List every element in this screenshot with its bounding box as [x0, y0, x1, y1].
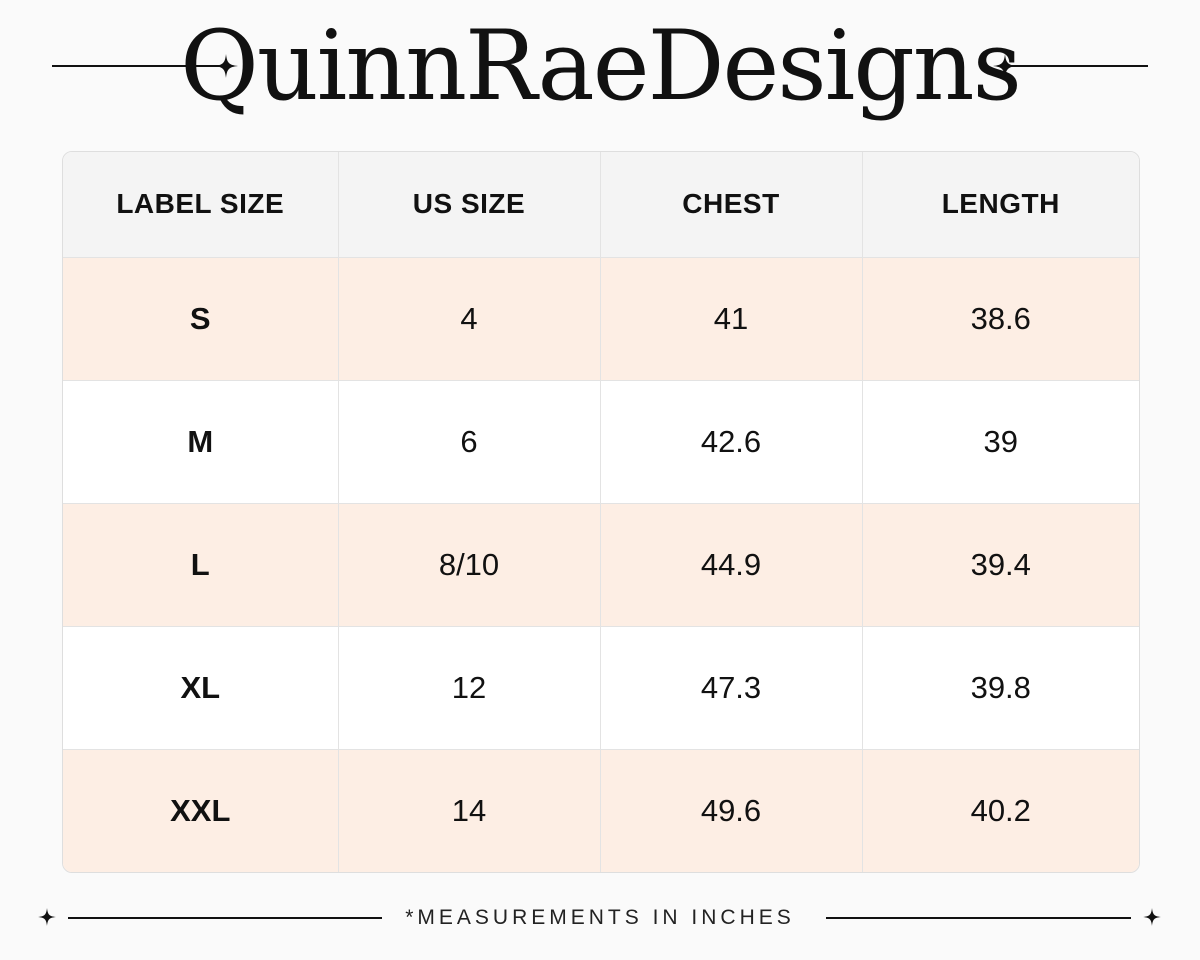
- measurement-note: *MEASUREMENTS IN INCHES: [405, 906, 795, 929]
- chest-cell: 49.6: [600, 749, 863, 872]
- us-size-cell: 6: [338, 380, 601, 504]
- table-row: S 4 41 38.6: [63, 257, 1139, 381]
- four-point-star-icon: [214, 54, 238, 78]
- label-size-cell: S: [63, 257, 339, 381]
- size-chart-card: LABEL SIZE US SIZE CHEST LENGTH S 4 41 3…: [62, 151, 1140, 873]
- four-point-star-icon: [38, 908, 56, 926]
- brand-title: QuinnRaeDesigns: [180, 10, 1022, 122]
- four-point-star-icon: [1143, 908, 1161, 926]
- label-size-cell: XXL: [63, 749, 339, 872]
- length-cell: 39.8: [862, 626, 1139, 750]
- column-header-chest: CHEST: [600, 152, 863, 258]
- brand-header: QuinnRaeDesigns: [0, 0, 1200, 140]
- column-header-us-size: US SIZE: [338, 152, 601, 258]
- four-point-star-icon: [993, 54, 1017, 78]
- footer-rule-left: [68, 917, 382, 919]
- header-rule-right: [1011, 65, 1148, 67]
- chest-cell: 47.3: [600, 626, 863, 750]
- length-cell: 39: [862, 380, 1139, 504]
- us-size-cell: 14: [338, 749, 601, 872]
- us-size-cell: 12: [338, 626, 601, 750]
- footer-rule-right: [826, 917, 1131, 919]
- length-cell: 40.2: [970, 792, 1031, 828]
- chest-cell: 41: [600, 257, 863, 381]
- size-chart-table: LABEL SIZE US SIZE CHEST LENGTH S 4 41 3…: [63, 152, 1139, 872]
- length-cell: 39.4: [862, 503, 1139, 627]
- label-size-cell: L: [63, 503, 339, 627]
- header-rule-left: [52, 65, 220, 67]
- label-size-cell: M: [63, 380, 339, 504]
- label-size-cell: XL: [63, 626, 339, 750]
- chest-cell: 44.9: [600, 503, 863, 627]
- table-row: M 6 42.6 39: [63, 380, 1139, 504]
- chest-cell: 42.6: [600, 380, 863, 504]
- us-size-cell: 8/10: [338, 503, 601, 627]
- table-row: XXL 14 49.6 40.2: [63, 749, 1139, 872]
- column-header-label-size: LABEL SIZE: [63, 152, 339, 258]
- us-size-cell: 4: [338, 257, 601, 381]
- length-cell: 38.6: [862, 257, 1139, 381]
- table-header-row: LABEL SIZE US SIZE CHEST LENGTH: [63, 152, 1139, 258]
- table-row: XL 12 47.3 39.8: [63, 626, 1139, 750]
- column-header-length: LENGTH: [862, 152, 1139, 258]
- table-row: L 8/10 44.9 39.4: [63, 503, 1139, 627]
